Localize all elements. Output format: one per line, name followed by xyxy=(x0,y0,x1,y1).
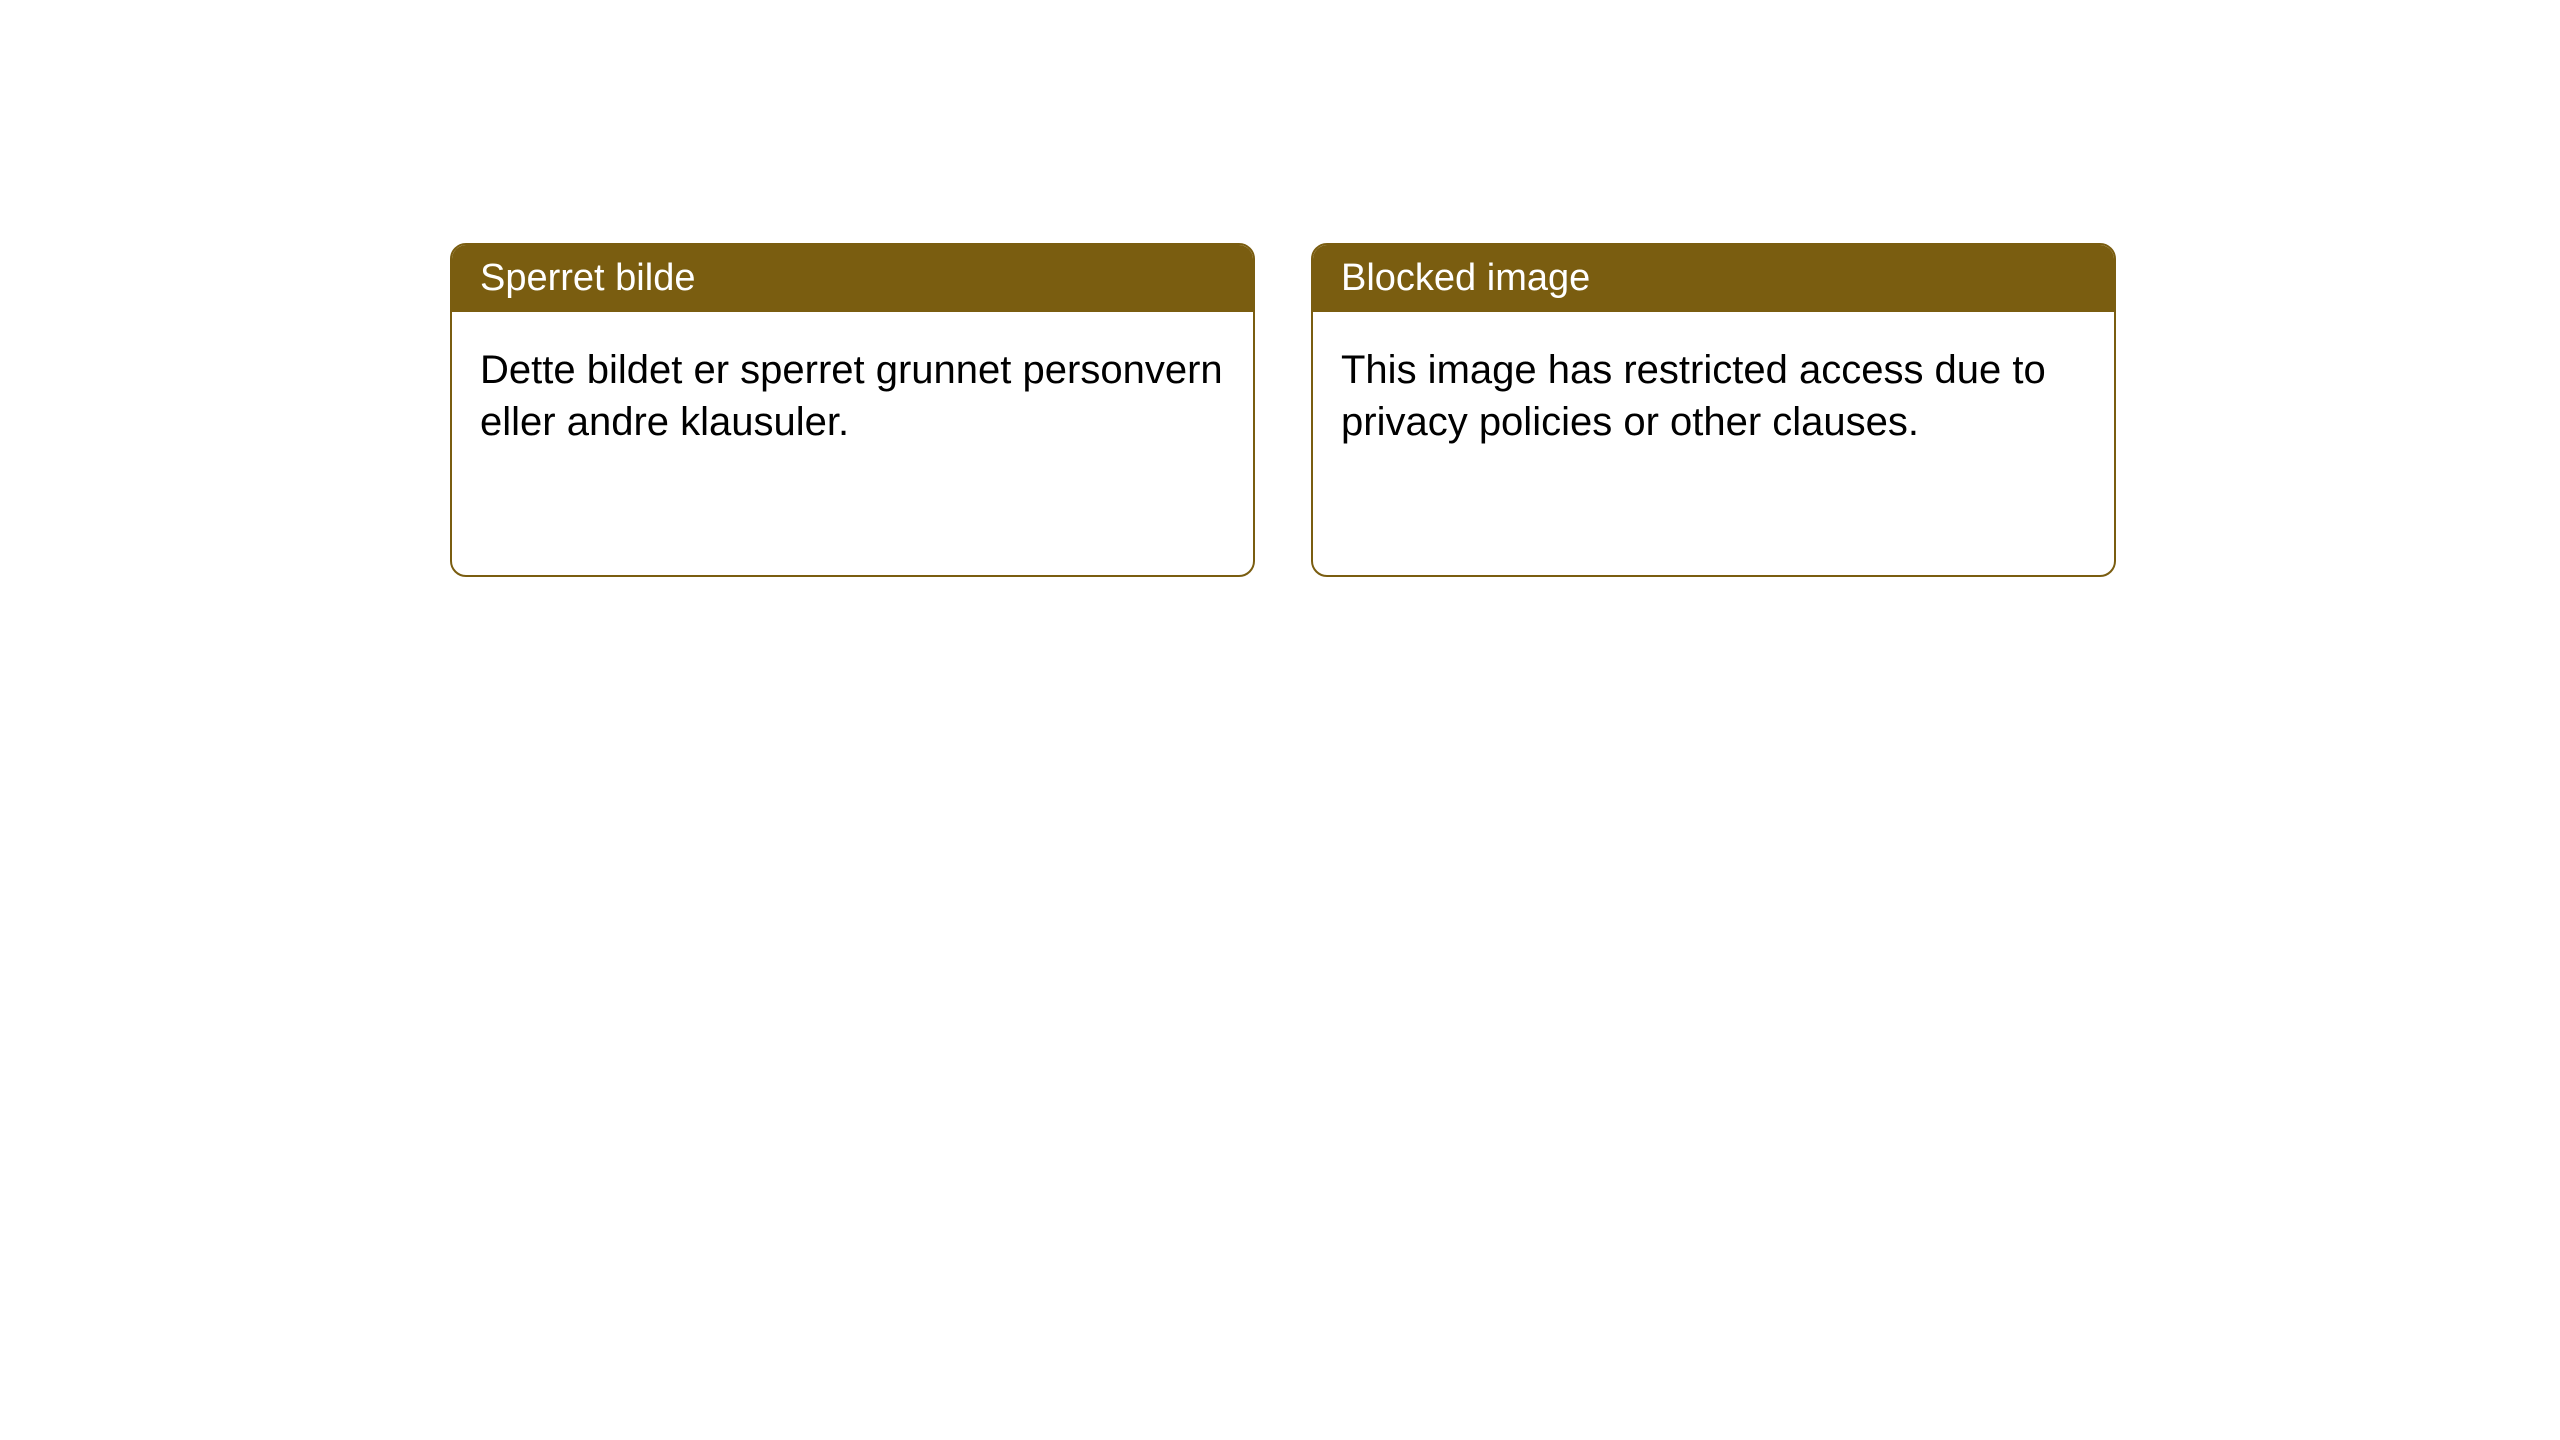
notice-header: Sperret bilde xyxy=(452,245,1253,312)
notice-card-norwegian: Sperret bilde Dette bildet er sperret gr… xyxy=(450,243,1255,577)
notice-container: Sperret bilde Dette bildet er sperret gr… xyxy=(450,243,2116,577)
notice-header: Blocked image xyxy=(1313,245,2114,312)
notice-title: Blocked image xyxy=(1341,257,1590,299)
notice-title: Sperret bilde xyxy=(480,257,695,299)
notice-body: Dette bildet er sperret grunnet personve… xyxy=(452,312,1253,480)
notice-body-text: Dette bildet er sperret grunnet personve… xyxy=(480,348,1223,444)
notice-body-text: This image has restricted access due to … xyxy=(1341,348,2046,444)
notice-body: This image has restricted access due to … xyxy=(1313,312,2114,480)
notice-card-english: Blocked image This image has restricted … xyxy=(1311,243,2116,577)
